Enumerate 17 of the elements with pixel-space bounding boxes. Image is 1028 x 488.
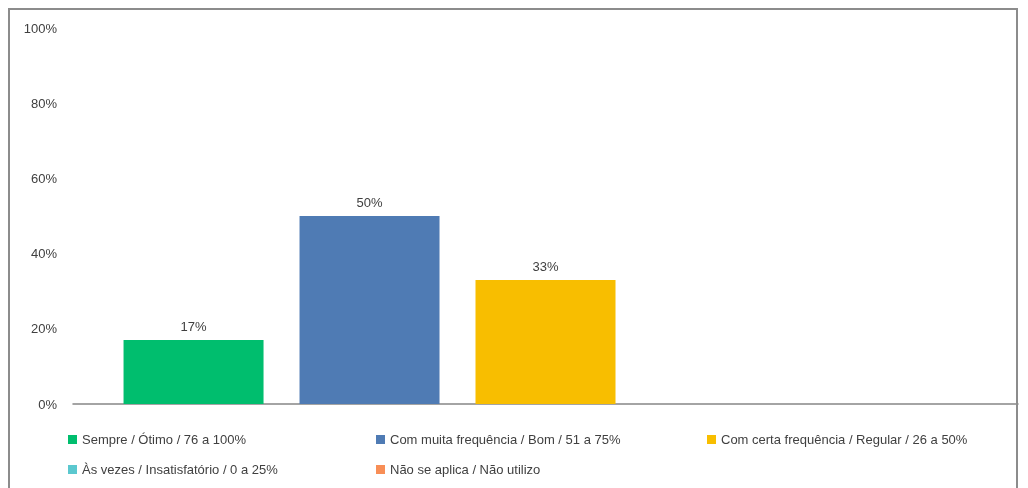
bar xyxy=(475,279,616,404)
legend-label: Sempre / Ótimo / 76 a 100% xyxy=(82,432,247,447)
legend-label: Não se aplica / Não utilizo xyxy=(390,462,541,477)
legend-label: Com muita frequência / Bom / 51 a 75% xyxy=(390,432,621,447)
legend-label: Às vezes / Insatisfatório / 0 a 25% xyxy=(82,462,279,477)
y-tick-label: 40% xyxy=(30,246,58,262)
y-tick-label: 0% xyxy=(38,396,58,412)
bar xyxy=(123,340,264,404)
y-tick-label: 100% xyxy=(23,20,58,36)
y-tick-label: 80% xyxy=(30,95,58,111)
data-label: 50% xyxy=(356,195,383,210)
data-label: 33% xyxy=(532,258,559,274)
data-label: 17% xyxy=(180,319,207,335)
bar xyxy=(299,216,440,404)
legend-label: Com certa frequência / Regular / 26 a 50% xyxy=(721,432,968,447)
y-tick-label: 20% xyxy=(30,321,58,337)
y-tick-label: 60% xyxy=(30,170,58,186)
